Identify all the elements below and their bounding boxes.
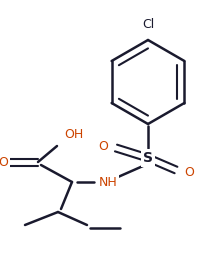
Text: O: O bbox=[184, 166, 194, 179]
Text: OH: OH bbox=[64, 128, 83, 141]
Text: Cl: Cl bbox=[142, 18, 154, 30]
Text: NH: NH bbox=[99, 176, 117, 188]
Text: O: O bbox=[0, 155, 8, 168]
Text: O: O bbox=[98, 139, 108, 152]
Text: S: S bbox=[143, 151, 153, 165]
